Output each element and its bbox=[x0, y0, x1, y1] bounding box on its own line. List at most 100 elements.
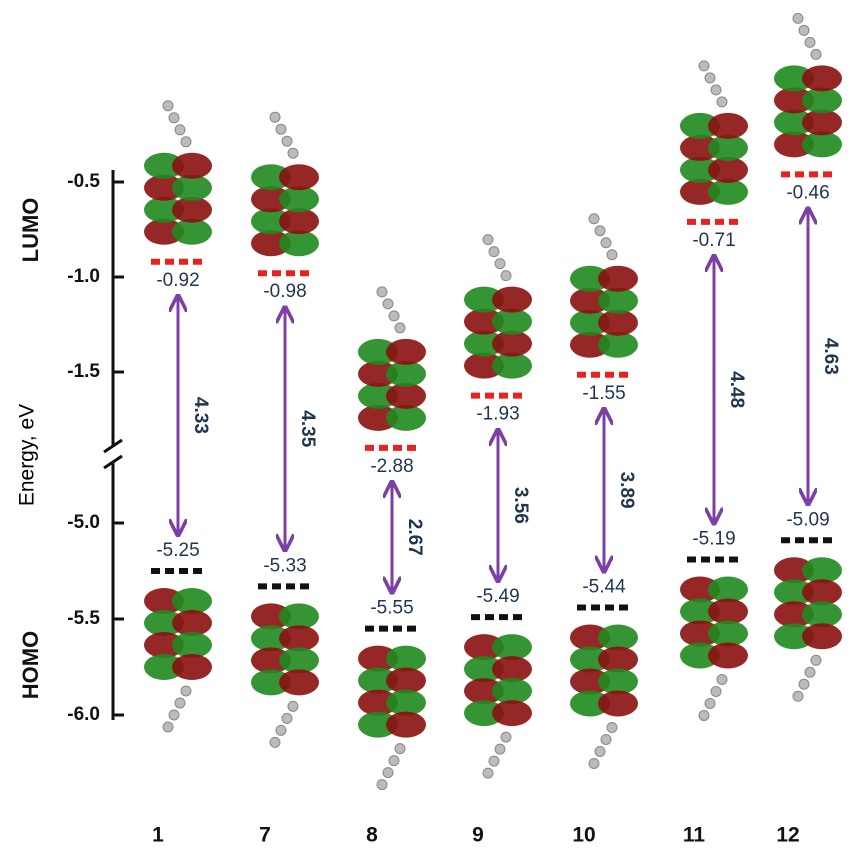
chart: LUMO HOMO Energy, eV -6.0 -5.5 -5.0 -1.5 -1.… bbox=[0, 0, 853, 850]
atom bbox=[489, 247, 499, 257]
orbital-lobe bbox=[279, 164, 319, 190]
orbital-lobe bbox=[708, 642, 748, 668]
y-tick-label: -0.5 bbox=[67, 171, 100, 192]
lumo-value: -0.92 bbox=[156, 270, 199, 291]
atom bbox=[270, 737, 280, 747]
y-tick-label: -5.5 bbox=[67, 608, 100, 629]
atom bbox=[805, 37, 815, 47]
lumo-value: -1.93 bbox=[476, 404, 519, 425]
atom bbox=[389, 311, 399, 321]
atom bbox=[383, 768, 393, 778]
gap-value: 4.33 bbox=[190, 397, 211, 434]
lumo-value: -1.55 bbox=[582, 383, 625, 404]
atom bbox=[163, 722, 173, 732]
y-tick-label: -1.5 bbox=[67, 361, 100, 382]
atom bbox=[181, 137, 191, 147]
y-axis-label: Energy, eV bbox=[16, 404, 39, 506]
atom bbox=[383, 299, 393, 309]
atom bbox=[711, 686, 721, 696]
y-tick-label: -1.0 bbox=[67, 266, 100, 287]
gap-value: 4.48 bbox=[726, 371, 747, 408]
gap-value: 3.56 bbox=[510, 487, 531, 524]
atom bbox=[607, 722, 617, 732]
atom bbox=[389, 756, 399, 766]
atom bbox=[589, 758, 599, 768]
orbital-lobe bbox=[492, 287, 532, 313]
orbital-lobe bbox=[598, 690, 638, 716]
atom bbox=[169, 113, 179, 123]
lumo-value: -0.46 bbox=[786, 182, 829, 203]
orbital-lobe bbox=[802, 65, 842, 91]
orbital-lobe bbox=[386, 712, 426, 738]
atom bbox=[175, 698, 185, 708]
atom bbox=[483, 235, 493, 245]
atom bbox=[181, 686, 191, 696]
orbital-lobe bbox=[172, 153, 212, 179]
x-tick-label: 9 bbox=[472, 824, 484, 847]
atom bbox=[483, 768, 493, 778]
gap-value: 4.35 bbox=[297, 410, 318, 447]
homo-value: -5.19 bbox=[692, 528, 735, 549]
atom bbox=[377, 287, 387, 297]
y-tick-label: -5.0 bbox=[67, 512, 100, 533]
atom bbox=[282, 136, 292, 146]
atom bbox=[377, 780, 387, 790]
atom bbox=[601, 734, 611, 744]
x-tick-label: 1 bbox=[152, 824, 164, 847]
x-tick-label: 10 bbox=[572, 824, 595, 847]
gap-value: 4.63 bbox=[820, 338, 841, 375]
homo-value: -5.25 bbox=[156, 540, 199, 561]
atom bbox=[793, 13, 803, 23]
atom bbox=[711, 85, 721, 95]
homo-value: -5.09 bbox=[786, 509, 829, 530]
atom bbox=[699, 710, 709, 720]
atom bbox=[607, 250, 617, 260]
atom bbox=[811, 655, 821, 665]
atom bbox=[288, 701, 298, 711]
atom bbox=[288, 148, 298, 158]
atom bbox=[489, 756, 499, 766]
homo-value: -5.55 bbox=[370, 598, 413, 619]
homo-value: -5.49 bbox=[476, 586, 519, 607]
orbital-lobe bbox=[708, 113, 748, 139]
atom bbox=[811, 49, 821, 59]
atom bbox=[717, 674, 727, 684]
atom bbox=[601, 238, 611, 248]
atom bbox=[589, 214, 599, 224]
atom bbox=[276, 124, 286, 134]
orbital-lobe bbox=[492, 700, 532, 726]
atom bbox=[805, 667, 815, 677]
lumo-label: LUMO bbox=[18, 198, 43, 263]
orbital-lobe bbox=[279, 669, 319, 695]
atom bbox=[501, 271, 511, 281]
atom bbox=[395, 744, 405, 754]
atom bbox=[501, 732, 511, 742]
lumo-value: -0.71 bbox=[692, 230, 735, 251]
y-tick-label: -6.0 bbox=[67, 704, 100, 725]
atom bbox=[595, 746, 605, 756]
orbital-lobe bbox=[802, 623, 842, 649]
atom bbox=[717, 97, 727, 107]
orbital-lobe bbox=[598, 266, 638, 292]
atom bbox=[799, 25, 809, 35]
x-tick-label: 8 bbox=[366, 824, 378, 847]
atom bbox=[799, 679, 809, 689]
homo-value: -5.44 bbox=[582, 576, 626, 597]
orbital-lobe bbox=[386, 339, 426, 365]
atom bbox=[793, 691, 803, 701]
atom bbox=[595, 226, 605, 236]
atom bbox=[169, 710, 179, 720]
atom bbox=[699, 61, 709, 71]
x-tick-label: 7 bbox=[259, 824, 271, 847]
x-tick-label: 12 bbox=[776, 824, 799, 847]
orbital-lobe bbox=[172, 654, 212, 680]
lumo-value: -2.88 bbox=[370, 456, 413, 477]
homo-label: HOMO bbox=[18, 631, 43, 699]
atom bbox=[705, 73, 715, 83]
atom bbox=[495, 259, 505, 269]
atom bbox=[705, 698, 715, 708]
atom bbox=[395, 323, 405, 333]
x-tick-label: 11 bbox=[683, 824, 706, 847]
atom bbox=[270, 112, 280, 122]
atom bbox=[282, 713, 292, 723]
